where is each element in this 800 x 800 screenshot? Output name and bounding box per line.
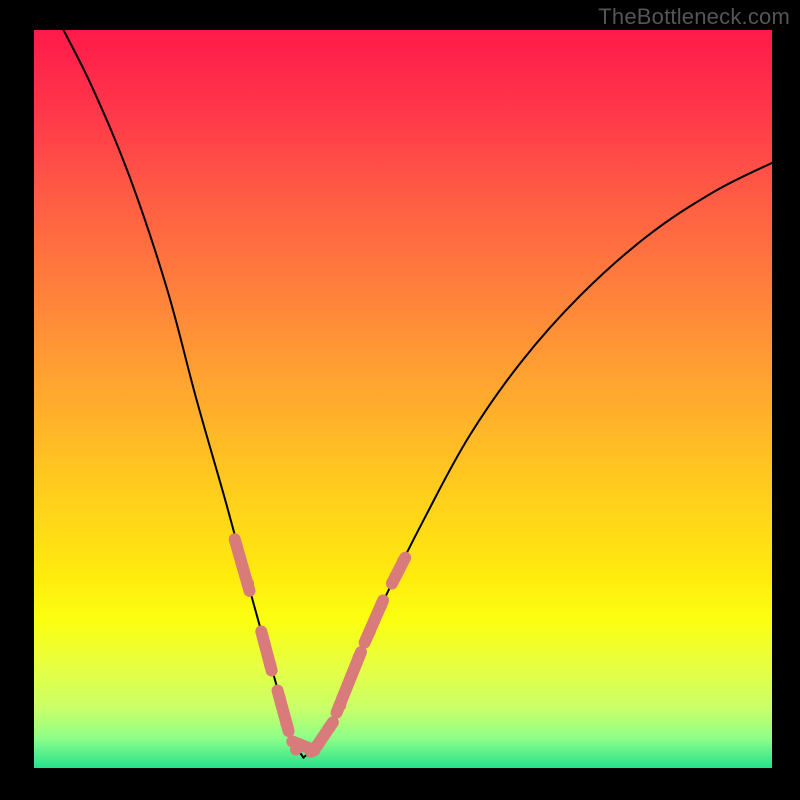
data-marker [375, 600, 387, 612]
data-marker [334, 699, 346, 711]
data-marker [323, 721, 335, 733]
data-marker [231, 541, 243, 553]
data-marker [390, 570, 402, 582]
data-marker [353, 651, 365, 663]
data-marker [264, 659, 276, 671]
bottleneck-chart [0, 0, 800, 800]
data-marker [290, 744, 302, 756]
watermark-text: TheBottleneck.com [598, 4, 790, 30]
chart-stage: TheBottleneck.com [0, 0, 800, 800]
data-marker [242, 578, 254, 590]
data-marker [364, 625, 376, 637]
plot-area [34, 30, 772, 768]
data-marker [280, 718, 292, 730]
data-marker [258, 637, 270, 649]
data-marker [312, 738, 324, 750]
data-marker [397, 555, 409, 567]
data-marker [274, 692, 286, 704]
data-marker [345, 670, 357, 682]
